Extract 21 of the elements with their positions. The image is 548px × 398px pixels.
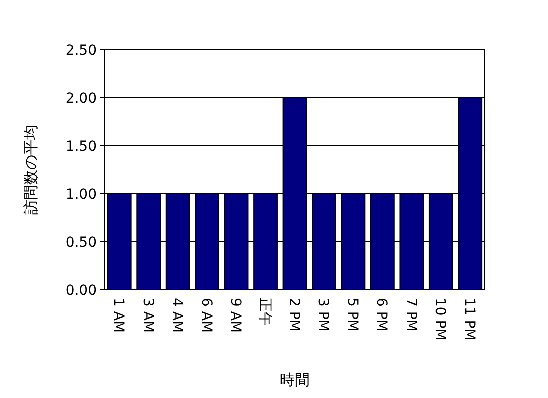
y-tick-label: 0.00 (66, 283, 97, 299)
x-axis-title: 時間 (280, 371, 310, 389)
x-tick-label: 6 AM (198, 298, 214, 334)
x-tick-label: 11 PM (461, 298, 478, 341)
x-tick-label: 4 AM (169, 298, 186, 334)
x-tick-label: 7 PM (402, 298, 419, 332)
x-tick-label: 3 AM (140, 298, 156, 334)
y-tick-label: 1.50 (66, 139, 97, 155)
x-tick-label: 10 PM (432, 298, 448, 341)
x-tick-label: 正午 (256, 298, 273, 326)
y-axis-title: 訪問数の平均 (22, 125, 40, 215)
y-tick-label: 1.00 (66, 187, 97, 203)
y-tick-label: 0.50 (66, 235, 97, 251)
x-tick-label: 2 PM (286, 298, 302, 332)
y-tick-label: 2.00 (66, 91, 97, 107)
x-tick-label: 9 AM (228, 298, 244, 334)
x-tick-label: 1 AM (110, 298, 127, 334)
x-tick-label: 3 PM (315, 298, 332, 332)
x-tick-label: 5 PM (344, 298, 360, 332)
x-tick-label: 6 PM (374, 298, 390, 332)
y-tick-label: 2.50 (66, 43, 97, 59)
